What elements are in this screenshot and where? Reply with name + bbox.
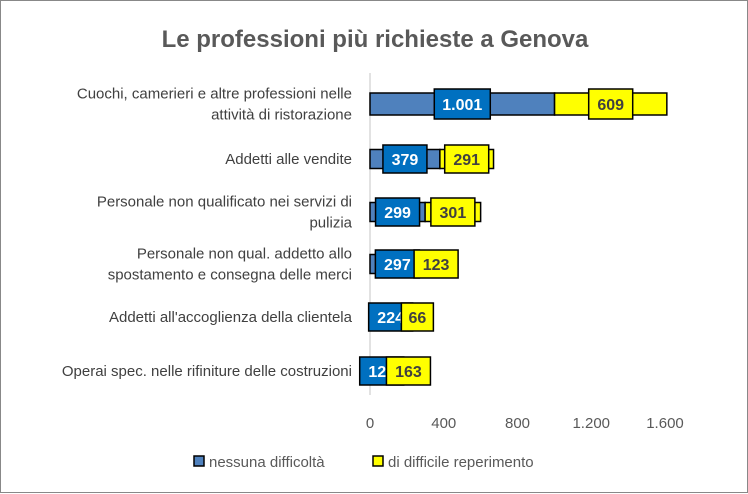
data-label: 163 bbox=[395, 364, 422, 381]
data-label: 66 bbox=[408, 310, 426, 327]
data-label: 609 bbox=[597, 97, 624, 114]
legend-label: di difficile reperimento bbox=[388, 454, 534, 471]
data-label: 1.001 bbox=[442, 97, 482, 114]
data-label-box bbox=[443, 144, 490, 174]
legend-label: nessuna difficoltà bbox=[209, 454, 325, 471]
category-label: Personale non qualificato nei servizi di bbox=[97, 194, 352, 211]
category-label: spostamento e consegna delle merci bbox=[108, 267, 352, 284]
data-label: 299 bbox=[384, 205, 411, 222]
data-label: 379 bbox=[392, 152, 419, 169]
data-label-box bbox=[374, 197, 421, 227]
category-label: attività di ristorazione bbox=[211, 107, 352, 124]
data-label-box bbox=[430, 197, 476, 227]
x-tick-label: 0 bbox=[366, 415, 374, 432]
x-tick-label: 400 bbox=[431, 415, 456, 432]
category-label: Addetti alle vendite bbox=[225, 151, 352, 168]
x-tick-label: 1.200 bbox=[572, 415, 610, 432]
category-label: Cuochi, camerieri e altre professioni ne… bbox=[77, 86, 352, 103]
chart-title: Le professioni più richieste a Genova bbox=[162, 26, 589, 53]
x-tick-label: 1.600 bbox=[646, 415, 684, 432]
x-tick-label: 800 bbox=[505, 415, 530, 432]
legend-swatch bbox=[372, 455, 384, 467]
data-label: 291 bbox=[453, 152, 480, 169]
category-label: Operai spec. nelle rifiniture delle cost… bbox=[62, 363, 352, 380]
data-label: 224 bbox=[377, 310, 404, 327]
data-label-box bbox=[413, 249, 459, 279]
data-label: 301 bbox=[440, 205, 467, 222]
data-label-box bbox=[385, 356, 432, 386]
data-label-box bbox=[400, 302, 435, 332]
data-label: 297 bbox=[384, 257, 411, 274]
category-label: Addetti all'accoglienza della clientela bbox=[109, 309, 353, 326]
data-label-box bbox=[374, 249, 421, 279]
category-label: pulizia bbox=[309, 215, 352, 232]
data-label-box bbox=[433, 88, 492, 120]
category-label: Personale non qual. addetto allo bbox=[137, 246, 352, 263]
data-label-box bbox=[587, 88, 634, 120]
data-label-box bbox=[382, 144, 428, 174]
legend-swatch bbox=[193, 455, 205, 467]
data-label: 123 bbox=[423, 257, 450, 274]
